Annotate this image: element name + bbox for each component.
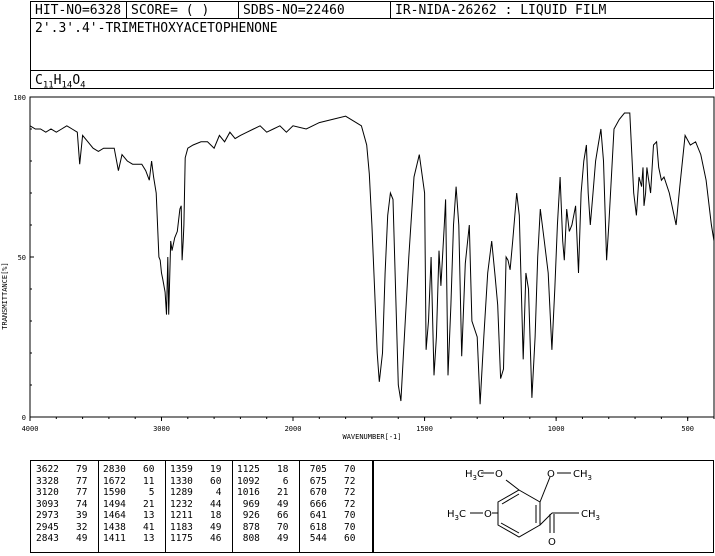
peak-entry: 2830 60 — [103, 464, 155, 475]
peak-entry: 1125 18 — [237, 464, 289, 475]
compound-name: 2'.3'.4'-TRIMETHOXYACETOPHENONE — [35, 21, 278, 36]
peak-entry: 618 70 — [304, 521, 356, 533]
header-row-ids: HIT-NO=6328 SCORE= ( ) SDBS-NO=22460 IR-… — [30, 1, 714, 19]
acetyl-methyl-label: CH3 — [581, 509, 600, 522]
methyl-label: CH3 — [573, 469, 592, 482]
x-tick-label: 4000 — [22, 425, 39, 433]
peak-entry: 1232 44 — [170, 498, 222, 510]
peak-column: 1359 19 1330 60 1289 4 1232 44 1211 18 1183 4… — [170, 464, 221, 545]
formula-sub: 4 — [80, 80, 86, 91]
x-tick-label: 2000 — [285, 425, 302, 433]
peak-entry: 926 66 — [237, 510, 289, 521]
peak-entry: 1016 21 — [237, 487, 289, 498]
y-tick-label: 50 — [18, 254, 26, 262]
peak-column: 3622 79 3328 77 3120 77 3093 74 2973 39 2945 … — [36, 464, 87, 545]
divider — [126, 2, 127, 18]
sdbs-number: SDBS-NO=22460 — [243, 3, 345, 18]
peak-entry: 1330 60 — [170, 475, 222, 487]
peak-entry: 3328 77 — [36, 475, 88, 487]
peak-entry: 808 49 — [237, 533, 289, 544]
peak-column: 2830 60 1672 11 1590 5 1494 21 1464 13 1438 4… — [103, 464, 154, 545]
peak-entry: 1672 11 — [103, 475, 155, 487]
peak-entry: 1183 49 — [170, 521, 222, 533]
plot-frame — [29, 96, 715, 418]
bond — [539, 476, 551, 503]
y-axis: 100 50 0 — [13, 94, 34, 422]
bond — [505, 479, 520, 491]
formula-sub: 14 — [61, 80, 73, 91]
peak-entry: 1359 19 — [170, 464, 222, 475]
header-row-name: 2'.3'.4'-TRIMETHOXYACETOPHENONE — [30, 18, 714, 71]
peak-entry: 1464 13 — [103, 510, 155, 521]
x-tick-label: 1000 — [548, 425, 565, 433]
peak-entry: 1494 21 — [103, 498, 155, 510]
column-divider — [98, 461, 99, 552]
double-bond — [500, 522, 520, 534]
peak-entry: 675 72 — [304, 475, 356, 487]
peak-entry: 3093 74 — [36, 498, 88, 510]
peak-entry: 1411 13 — [103, 533, 155, 544]
spectrum-line — [29, 112, 715, 405]
column-divider — [299, 461, 300, 552]
peak-entry: 2945 32 — [36, 521, 88, 533]
peak-entry: 2843 49 — [36, 533, 88, 544]
structure-diagram: O H3C O CH3 O H3C CH3 O — [447, 469, 600, 548]
peak-entry: 3622 79 — [36, 464, 88, 475]
peak-entry: 1175 46 — [170, 533, 222, 544]
divider — [390, 2, 391, 18]
molecular-formula: C11H14O4 — [31, 72, 86, 91]
peak-entry: 1438 41 — [103, 521, 155, 533]
peak-table: 3622 79 3328 77 3120 77 3093 74 2973 39 2945 … — [30, 460, 373, 553]
x-axis-label: WAVENUMBER[-1] — [342, 433, 401, 441]
peak-entry: 666 72 — [304, 498, 356, 510]
peak-entry: 705 70 — [304, 464, 356, 475]
formula-c: C — [35, 73, 43, 88]
header-row-formula: C11H14O4 — [30, 70, 714, 91]
y-axis-label: TRANSMITTANCE[%] — [1, 262, 9, 329]
x-axis: 4000 3000 2000 1500 1000 500 — [22, 417, 715, 433]
peak-entry: 1289 4 — [170, 487, 222, 498]
y-tick-label: 0 — [22, 414, 26, 422]
peak-column: 705 70 675 72 670 72 666 72 641 70 618 7… — [304, 464, 356, 545]
y-tick-label: 100 — [13, 94, 26, 102]
peak-entry: 2973 39 — [36, 510, 88, 521]
oxygen-left: O — [484, 509, 492, 520]
formula-o: O — [72, 73, 81, 88]
peak-entry: 3120 77 — [36, 487, 88, 498]
score: SCORE= ( ) — [131, 3, 210, 18]
oxygen-top-left: O — [495, 469, 503, 480]
peak-entry: 670 72 — [304, 487, 356, 498]
x-tick-label: 500 — [681, 425, 694, 433]
oxygen-top-right: O — [547, 469, 555, 480]
formula-sub: 11 — [42, 80, 54, 91]
column-divider — [232, 461, 233, 552]
ir-info: IR-NIDA-26262 : LIQUID FILM — [395, 3, 607, 18]
benzene-ring — [497, 489, 541, 538]
hit-number: HIT-NO=6328 — [35, 3, 122, 18]
oxygen-carbonyl: O — [548, 537, 556, 548]
divider — [238, 2, 239, 18]
column-divider — [165, 461, 166, 552]
x-tick-label: 1500 — [416, 425, 433, 433]
double-bond — [501, 493, 520, 505]
peak-entry: 1590 5 — [103, 487, 155, 498]
structure-panel: O H3C O CH3 O H3C CH3 O — [373, 460, 714, 553]
methyl-label: H3C — [465, 469, 484, 482]
peak-entry: 544 60 — [304, 533, 356, 544]
peak-entry: 969 49 — [237, 498, 289, 510]
formula-h: H — [53, 73, 62, 88]
peak-entry: 1092 6 — [237, 475, 289, 487]
peak-column: 1125 18 1092 6 1016 21 969 49 926 66 878 7… — [237, 464, 288, 545]
peak-entry: 1211 18 — [170, 510, 222, 521]
methyl-label: H3C — [447, 509, 466, 522]
x-tick-label: 3000 — [153, 425, 170, 433]
peak-entry: 641 70 — [304, 510, 356, 521]
peak-entry: 878 70 — [237, 521, 289, 533]
